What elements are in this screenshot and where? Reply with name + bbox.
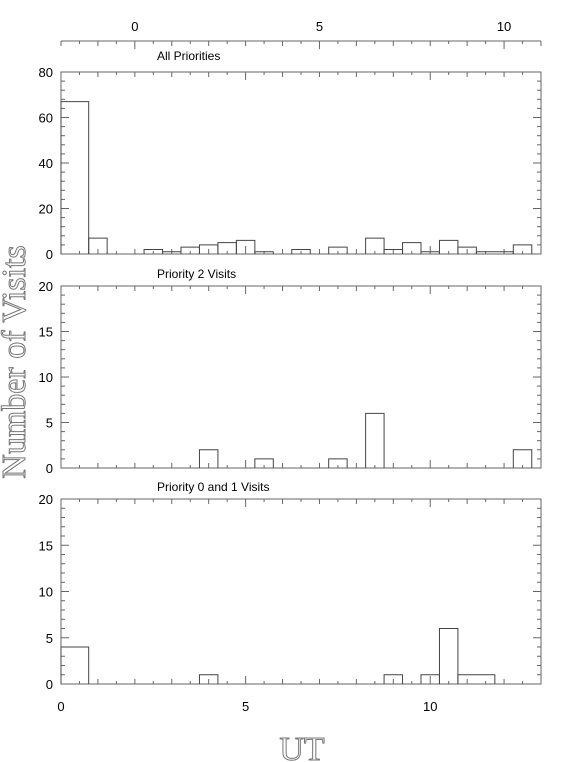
y-tick-label: 0 — [46, 677, 53, 692]
hist-bar — [457, 246, 477, 254]
hist-bar — [198, 674, 219, 684]
hist-bar — [328, 458, 348, 468]
y-tick-label: 0 — [46, 461, 53, 476]
y-tick-label: 80 — [39, 65, 53, 80]
panel-priority-0-1: Priority 0 and 1 Visits 0 5 10 15 20 — [39, 480, 542, 692]
top-axis-tick-label: 10 — [497, 19, 511, 34]
hist-bar — [60, 646, 90, 684]
hist-bar — [88, 237, 108, 254]
top-axis: 0 5 10 — [60, 19, 542, 49]
hist-bar — [512, 244, 533, 254]
y-tick-label: 10 — [39, 370, 53, 385]
panel-priority-2: Priority 2 Visits 0 5 10 15 20 — [39, 267, 542, 476]
panel-title: Priority 2 Visits — [157, 267, 236, 281]
y-tick-label: 5 — [46, 631, 53, 646]
hist-bar — [512, 449, 533, 468]
hist-bar — [198, 449, 219, 468]
hist-bar — [291, 248, 311, 254]
top-axis-tick-label: 0 — [131, 19, 138, 34]
hist-bar — [457, 674, 496, 684]
y-tick-label: 15 — [39, 325, 53, 340]
hist-bar — [402, 242, 422, 254]
plot-frame — [60, 71, 542, 255]
y-axis-title: Number of Visits — [0, 245, 33, 478]
hist-bar — [383, 674, 404, 684]
hist-bar — [254, 251, 274, 254]
x-tick-label: 10 — [423, 699, 437, 714]
panel-title: Priority 0 and 1 Visits — [157, 480, 270, 494]
y-tick-label: 0 — [46, 247, 53, 262]
y-tick-label: 40 — [39, 156, 53, 171]
y-tick-label: 20 — [39, 202, 53, 217]
plot-frame — [60, 498, 542, 685]
hist-bar — [60, 101, 90, 254]
y-tick-label: 20 — [39, 492, 53, 507]
hist-bar — [365, 412, 385, 468]
hist-bar — [328, 246, 348, 254]
hist-bar — [254, 458, 274, 468]
plot-frame — [60, 285, 542, 469]
top-axis-tick-label: 5 — [316, 19, 323, 34]
hist-bar — [365, 237, 385, 254]
y-tick-label: 10 — [39, 585, 53, 600]
hist-bar — [235, 239, 256, 254]
panel-all-priorities: All Priorities 0 20 40 60 80 — [39, 49, 542, 262]
y-tick-label: 60 — [39, 111, 53, 126]
x-tick-label: 5 — [242, 699, 249, 714]
x-tick-label: 0 — [57, 699, 64, 714]
y-tick-label: 20 — [39, 279, 53, 294]
x-axis-title: UT — [279, 731, 325, 762]
bottom-axis: 0 5 10 — [57, 699, 437, 714]
hist-bar — [438, 628, 459, 684]
y-tick-label: 5 — [46, 416, 53, 431]
y-tick-label: 15 — [39, 538, 53, 553]
panel-title: All Priorities — [157, 49, 220, 63]
